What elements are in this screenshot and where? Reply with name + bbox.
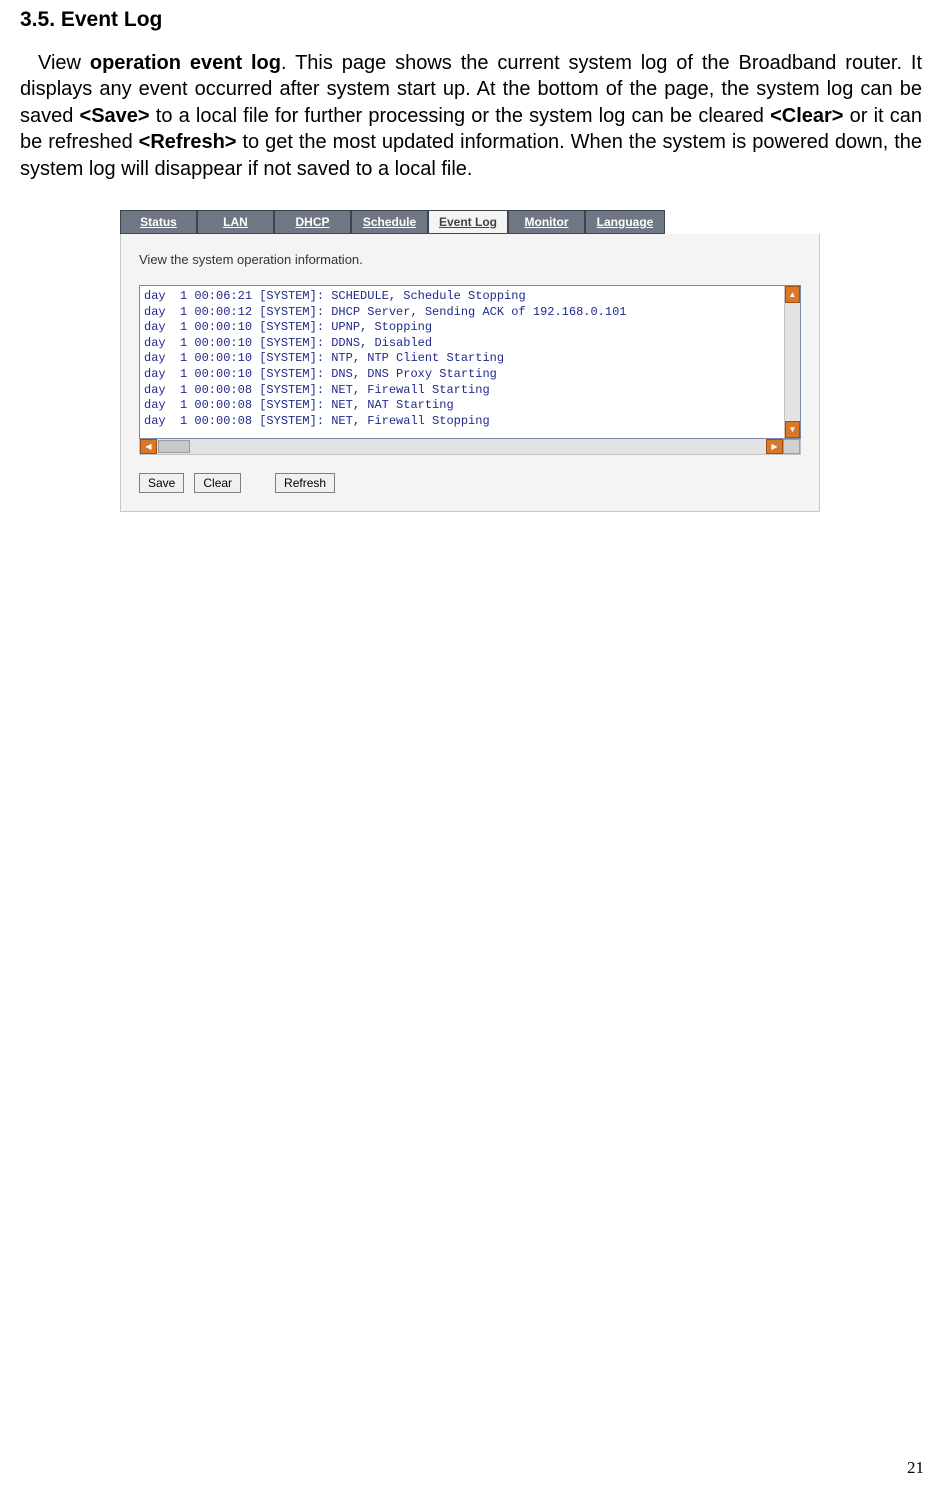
vertical-scrollbar[interactable]: ▲ ▼ — [784, 286, 800, 438]
para-bold-1: operation event log — [90, 52, 281, 74]
log-content: day 1 00:06:21 [SYSTEM]: SCHEDULE, Sched… — [140, 286, 784, 438]
scroll-left-arrow-icon[interactable]: ◀ — [140, 439, 157, 454]
tabs-row: StatusLANDHCPScheduleEvent LogMonitorLan… — [120, 210, 820, 234]
para-a2: to a local file for further processing o… — [150, 105, 770, 127]
hscroll-track[interactable] — [191, 439, 766, 454]
scroll-down-arrow-icon[interactable]: ▼ — [785, 421, 800, 438]
save-button[interactable]: Save — [139, 473, 184, 493]
para-bold-4: <Refresh> — [139, 131, 237, 153]
tab-event-log[interactable]: Event Log — [428, 210, 508, 234]
tab-status[interactable]: Status — [120, 210, 197, 234]
para-bold-3: <Clear> — [770, 105, 843, 127]
tab-schedule[interactable]: Schedule — [351, 210, 428, 234]
hscroll-thumb[interactable] — [158, 440, 190, 453]
scroll-corner — [783, 439, 800, 454]
router-screenshot: StatusLANDHCPScheduleEvent LogMonitorLan… — [120, 210, 820, 512]
button-row: Save Clear Refresh — [139, 473, 801, 493]
tab-dhcp[interactable]: DHCP — [274, 210, 351, 234]
scroll-up-arrow-icon[interactable]: ▲ — [785, 286, 800, 303]
tab-monitor[interactable]: Monitor — [508, 210, 585, 234]
page-number: 21 — [907, 1458, 924, 1478]
panel: View the system operation information. d… — [120, 234, 820, 512]
scroll-right-arrow-icon[interactable]: ▶ — [766, 439, 783, 454]
para-bold-2: <Save> — [80, 105, 150, 127]
horizontal-scrollbar[interactable]: ◀ ▶ — [139, 439, 801, 455]
section-title: 3.5. Event Log — [20, 8, 922, 32]
clear-button[interactable]: Clear — [194, 473, 241, 493]
tab-lan[interactable]: LAN — [197, 210, 274, 234]
panel-description: View the system operation information. — [139, 252, 801, 267]
refresh-button[interactable]: Refresh — [275, 473, 335, 493]
vscroll-track[interactable] — [785, 303, 800, 421]
body-paragraph: View operation event log. This page show… — [20, 50, 922, 182]
log-box: day 1 00:06:21 [SYSTEM]: SCHEDULE, Sched… — [139, 285, 801, 439]
tab-language[interactable]: Language — [585, 210, 665, 234]
para-lead: View — [38, 52, 90, 74]
